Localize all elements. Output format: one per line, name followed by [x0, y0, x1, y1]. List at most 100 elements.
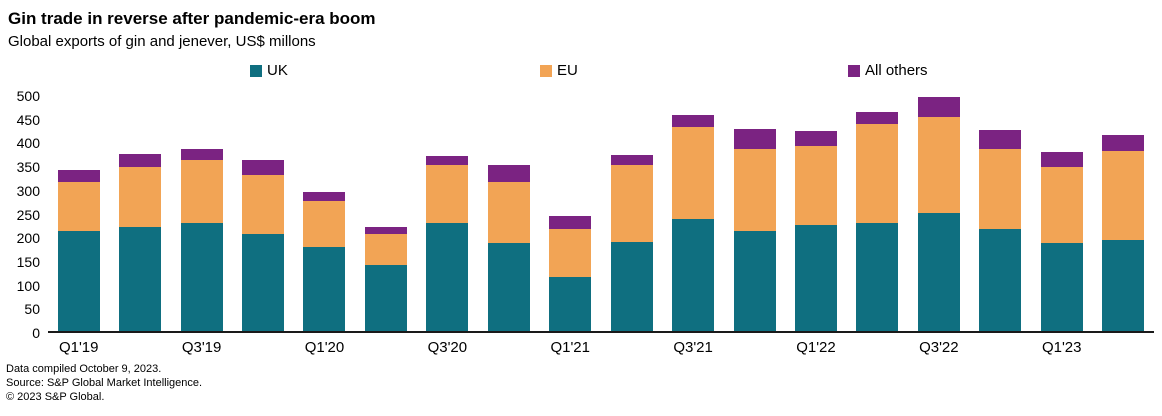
y-tick-label: 50 — [24, 301, 40, 318]
bar-segment-uk — [364, 264, 407, 331]
stacked-bar-q3-21 — [672, 115, 715, 331]
bar-segment-all-others — [57, 169, 100, 182]
bar-segment-uk — [57, 231, 100, 331]
bar-segment-eu — [979, 148, 1022, 230]
bar-segment-eu — [1102, 150, 1145, 240]
bar-segment-eu — [242, 174, 285, 234]
y-tick-label: 200 — [16, 230, 40, 247]
bar-segment-eu — [672, 127, 715, 219]
chart-subtitle: Global exports of gin and jenever, US$ m… — [8, 33, 316, 50]
bar-segment-uk — [733, 230, 776, 331]
bar-segment-eu — [794, 146, 837, 225]
bar-segment-all-others — [1102, 134, 1145, 151]
stacked-bar-q2-19 — [119, 154, 162, 331]
all-others-swatch-icon — [848, 64, 860, 77]
bar-slot — [970, 96, 1031, 331]
bar-segment-all-others — [733, 128, 776, 149]
x-tick-label: Q1'22 — [796, 339, 836, 356]
stacked-bar-q2-22 — [856, 111, 899, 331]
y-tick-label: 0 — [32, 325, 40, 341]
stacked-bar-q1-21 — [549, 215, 592, 331]
bar-segment-uk — [487, 243, 530, 331]
bar-segment-eu — [549, 229, 592, 278]
bar-segment-eu — [180, 160, 223, 223]
stacked-bar-q4-19 — [242, 160, 285, 331]
footer-copyright: © 2023 S&P Global. — [6, 391, 105, 403]
stacked-bar-q1-22 — [794, 131, 837, 331]
bar-segment-uk — [1102, 239, 1145, 331]
x-tick-label — [355, 339, 416, 356]
plot-area — [48, 96, 1154, 333]
x-tick-label: Q3'21 — [673, 339, 713, 356]
x-tick-label: Q1'20 — [304, 339, 345, 356]
bar-slot — [109, 96, 170, 331]
bar-segment-uk — [1040, 243, 1083, 331]
bar-segment-all-others — [549, 215, 592, 230]
x-tick-label: Q3'22 — [919, 339, 959, 356]
stacked-bar-q2-21 — [610, 154, 653, 331]
footer-data-compiled: Data compiled October 9, 2023. — [6, 363, 162, 375]
bar-slot — [847, 96, 908, 331]
bar-segment-all-others — [180, 148, 223, 161]
bar-segment-all-others — [1040, 152, 1083, 168]
bar-segment-uk — [303, 246, 346, 331]
bar-segment-all-others — [672, 115, 715, 128]
bar-segment-eu — [364, 233, 407, 265]
bar-segment-uk — [610, 242, 653, 331]
bar-segment-all-others — [487, 165, 530, 182]
bar-segment-uk — [242, 233, 285, 331]
bar-segment-all-others — [426, 155, 469, 166]
chart-title: Gin trade in reverse after pandemic-era … — [8, 9, 376, 28]
stacked-bar-q3-22 — [917, 96, 960, 331]
bar-segment-eu — [733, 148, 776, 231]
bar-slot — [417, 96, 478, 331]
stacked-bar-q3-20 — [426, 155, 469, 331]
stacked-bar-q1-23 — [1040, 152, 1083, 331]
bar-slot — [1031, 96, 1092, 331]
x-tick-label: Q1'19 — [58, 339, 99, 356]
x-axis-labels: Q1'19 Q3'19 Q1'20 Q3'20 Q1'21 Q3'21 Q1'22 Q3'22… — [48, 339, 1154, 356]
x-tick-label: Q1'23 — [1041, 339, 1082, 356]
y-tick-label: 250 — [16, 206, 40, 223]
bar-segment-all-others — [364, 226, 407, 234]
bar-segment-all-others — [917, 96, 960, 117]
bar-slot — [1092, 96, 1153, 331]
stacked-bar-q2-23 — [1102, 134, 1145, 331]
x-tick-label — [1092, 339, 1153, 356]
bar-segment-all-others — [303, 192, 346, 201]
bar-slot — [908, 96, 969, 331]
footer-source: Source: S&P Global Market Intelligence. — [6, 377, 203, 389]
stacked-bar-q3-19 — [180, 148, 223, 331]
x-tick-label — [109, 339, 170, 356]
x-tick-label: Q3'20 — [427, 339, 468, 356]
bar-segment-eu — [856, 123, 899, 224]
stacked-bar-q2-20 — [364, 226, 407, 331]
legend-item-all-others: All others — [848, 62, 928, 79]
x-tick-label — [478, 339, 539, 356]
stacked-bar-q1-19 — [57, 169, 100, 331]
chart-legend: UK EU All others — [0, 62, 1162, 82]
legend-label-eu: EU — [557, 62, 578, 79]
bar-slot — [294, 96, 355, 331]
legend-label-all-others: All others — [865, 62, 928, 79]
chart-footer: Data compiled October 9, 2023. Source: S… — [0, 360, 1162, 404]
x-tick-label: Q1'21 — [550, 339, 590, 356]
bar-segment-all-others — [979, 130, 1022, 149]
bar-segment-eu — [1040, 167, 1083, 244]
y-tick-label: 300 — [16, 182, 40, 199]
bar-segment-eu — [610, 165, 653, 243]
bar-segment-eu — [57, 181, 100, 232]
eu-swatch-icon — [540, 64, 552, 77]
x-tick-label — [232, 339, 293, 356]
stacked-bar-chart: Q1'19 Q3'19 Q1'20 Q3'20 Q1'21 Q3'21 Q1'22 Q3'22… — [0, 88, 1162, 360]
bar-segment-uk — [979, 229, 1022, 331]
bar-segment-uk — [119, 226, 162, 331]
y-tick-label: 150 — [16, 253, 40, 270]
stacked-bar-q4-22 — [979, 130, 1022, 331]
chart-header: Gin trade in reverse after pandemic-era … — [0, 0, 1162, 52]
x-tick-label — [970, 339, 1031, 356]
bar-segment-eu — [426, 165, 469, 223]
bar-segment-uk — [856, 223, 899, 331]
legend-item-eu: EU — [540, 62, 578, 79]
x-tick-label — [847, 339, 908, 356]
